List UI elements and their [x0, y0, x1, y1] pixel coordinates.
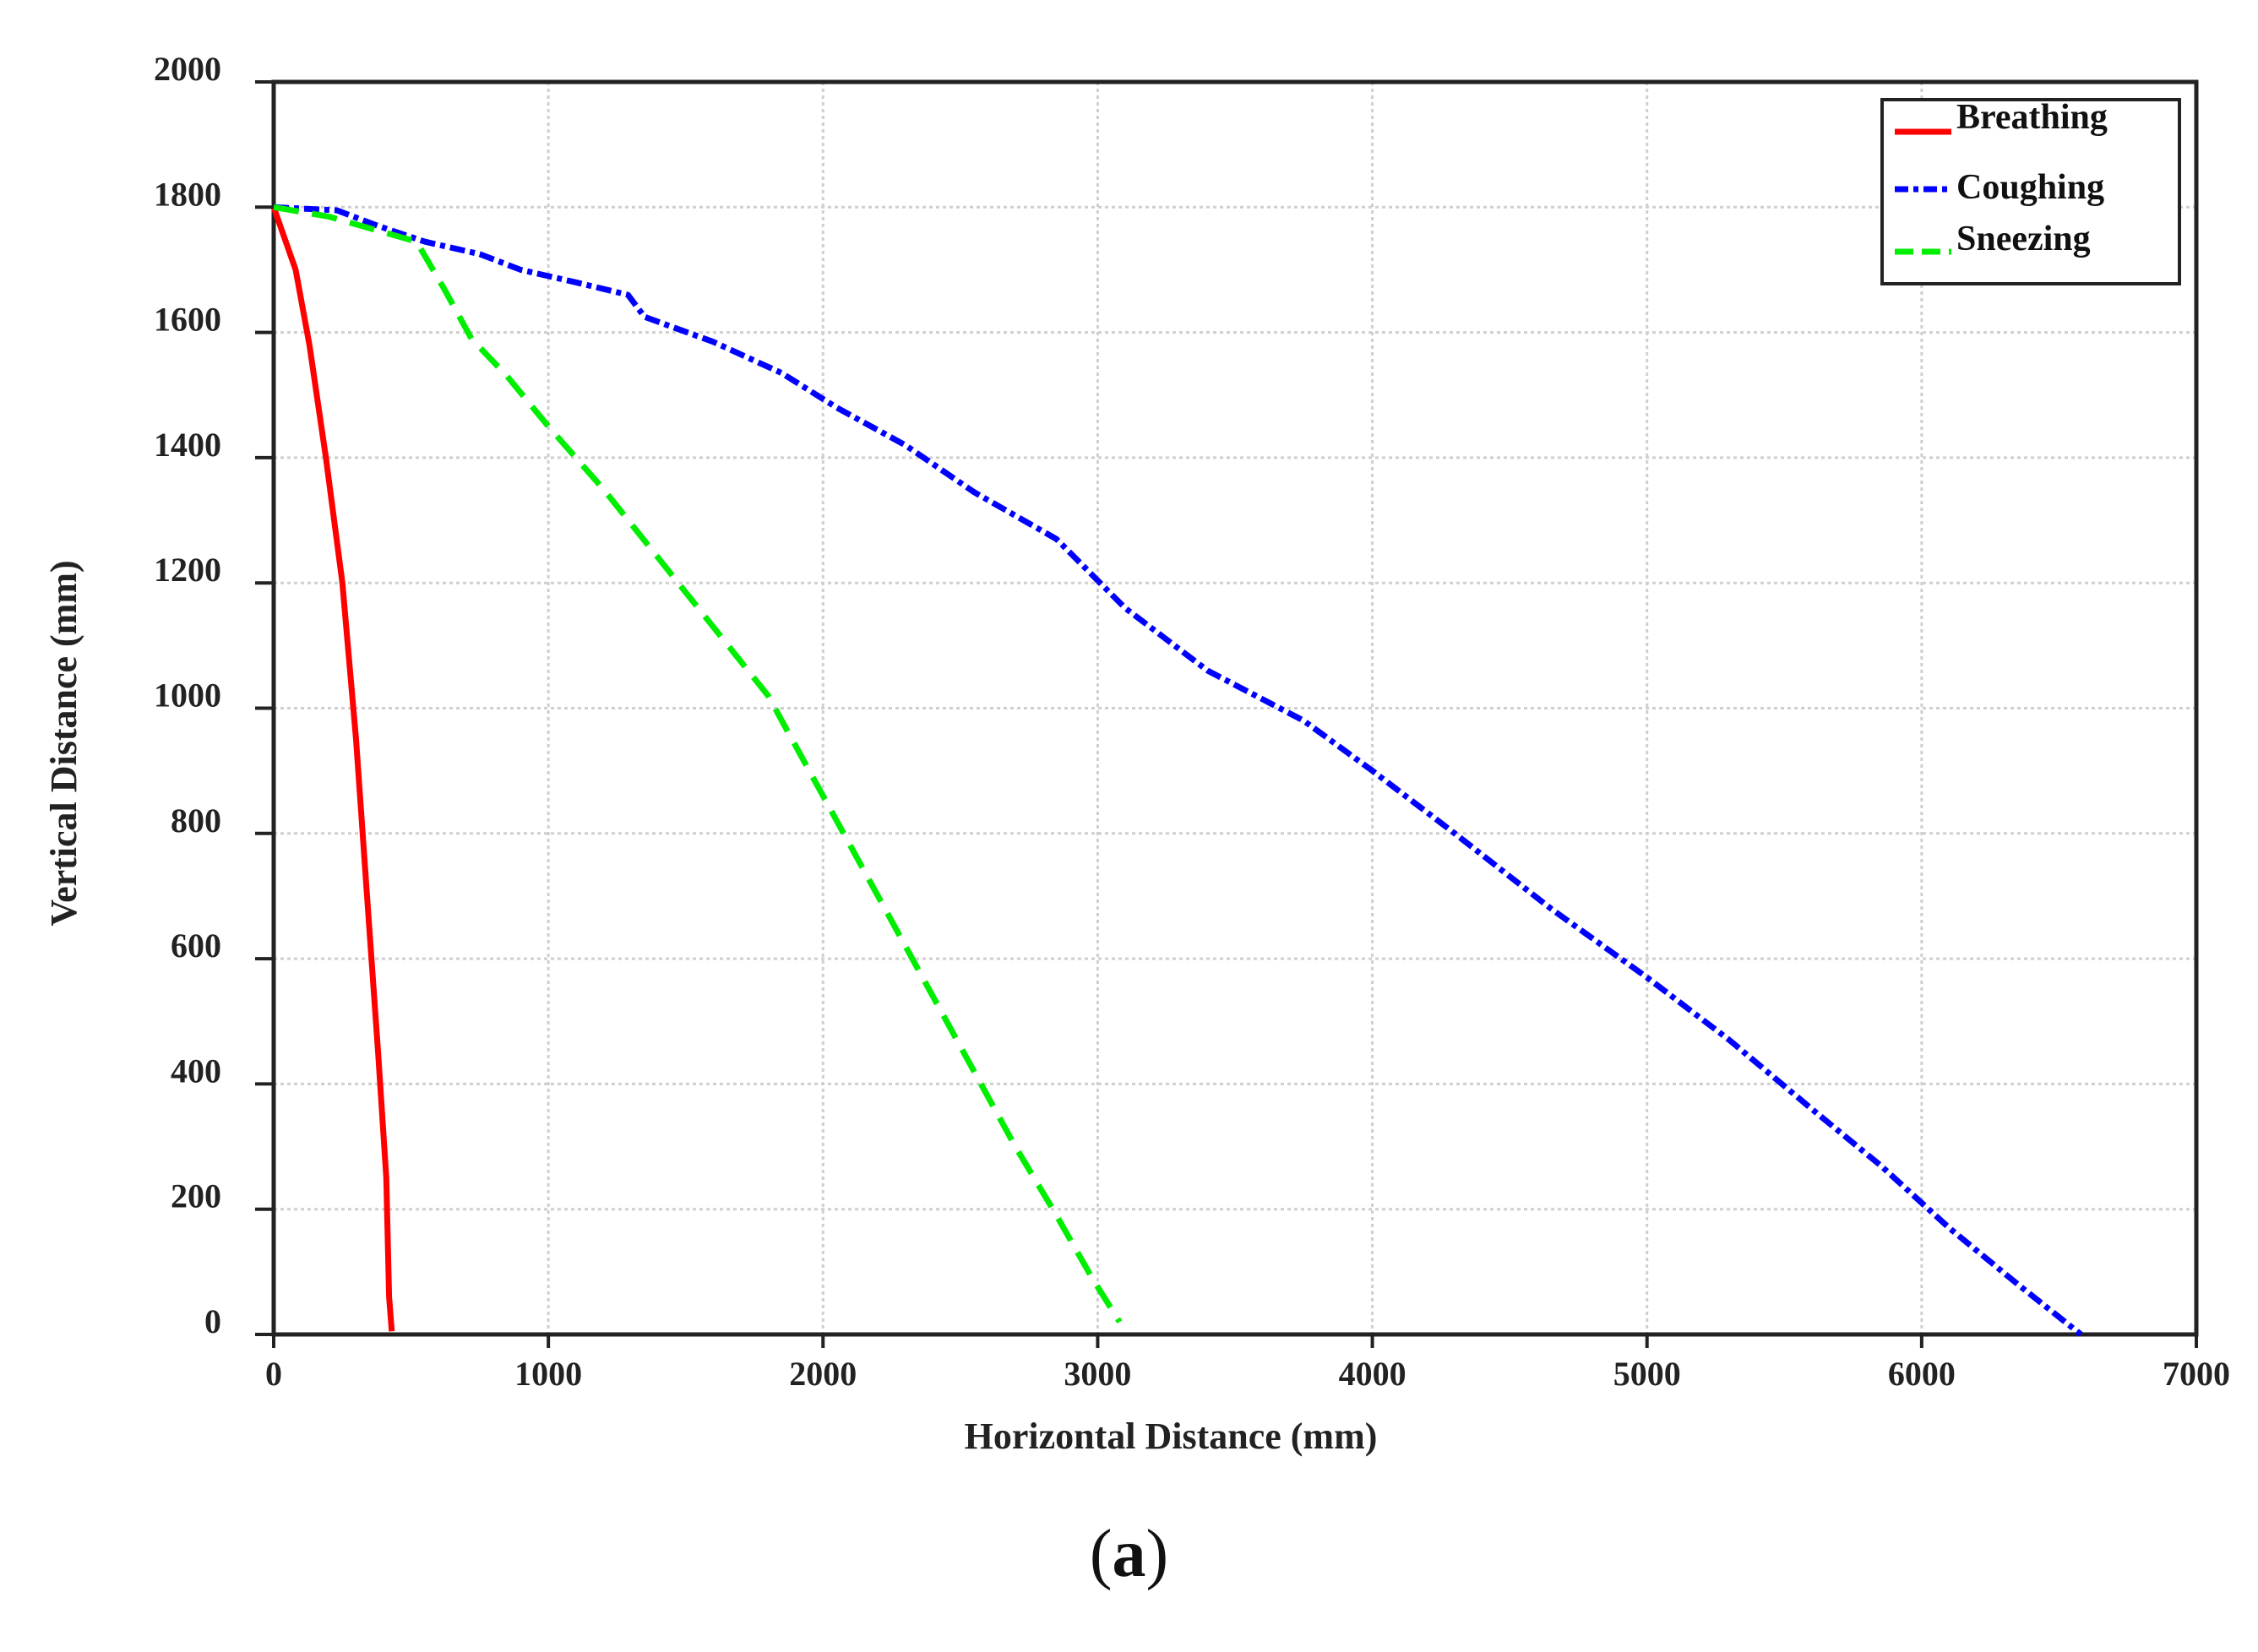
x-axis-title: Horizontal Distance (mm): [965, 1416, 1378, 1457]
panel-label-open: (: [1089, 1517, 1113, 1591]
x-tick-label: 3000: [1064, 1355, 1131, 1393]
x-tick-label: 7000: [2163, 1355, 2230, 1393]
y-tick-label: 1800: [154, 175, 221, 213]
panel-label: (a): [0, 1516, 2258, 1593]
panel-label-letter: a: [1112, 1517, 1146, 1591]
legend-label-coughing: Coughing: [1956, 168, 2104, 207]
y-tick-label: 1200: [154, 551, 221, 589]
legend-label-sneezing: Sneezing: [1956, 220, 2091, 258]
y-tick-label: 1600: [154, 301, 221, 339]
x-tick-label: 5000: [1613, 1355, 1681, 1393]
y-tick-label: 1000: [154, 677, 221, 715]
x-tick-label: 4000: [1339, 1355, 1406, 1393]
y-tick-label: 0: [204, 1302, 221, 1340]
legend: Breathing Coughing Sneezing: [1880, 98, 2181, 285]
y-tick-label: 2000: [154, 50, 221, 88]
y-tick-label: 1400: [154, 426, 221, 464]
x-tick-label: 6000: [1888, 1355, 1956, 1393]
y-axis-title: Vertical Distance (mm): [43, 560, 84, 926]
y-tick-label: 400: [171, 1052, 221, 1090]
series-line-sneezing: [273, 204, 1123, 1324]
x-tick-label: 0: [265, 1355, 282, 1393]
y-tick-label: 200: [171, 1177, 221, 1215]
series-line-coughing: [273, 204, 2083, 1337]
legend-label-breathing: Breathing: [1956, 98, 2108, 137]
y-tick-label: 600: [171, 927, 221, 965]
series-line-breathing: [270, 206, 395, 1332]
grid-lines: [274, 82, 2196, 1334]
y-tick-label: 800: [171, 802, 221, 840]
data-series: [270, 204, 2083, 1337]
x-tick-label: 2000: [789, 1355, 857, 1393]
x-tick-label: 1000: [514, 1355, 582, 1393]
panel-label-close: ): [1145, 1517, 1169, 1591]
axis-ticks: 0 1000 2000 3000 4000 5000 6000 7000 0 200 400 600 8…: [154, 50, 2230, 1393]
